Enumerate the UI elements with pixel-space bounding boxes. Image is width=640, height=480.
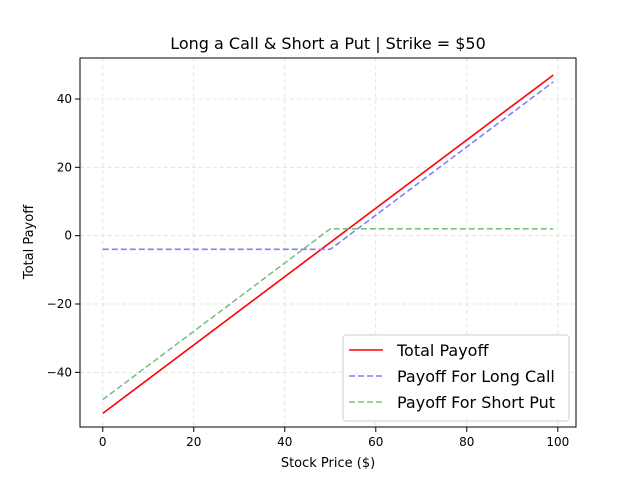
- x-tick-label: 40: [277, 435, 292, 449]
- x-axis-label: Stock Price ($): [281, 456, 375, 471]
- legend-label-2: Payoff For Long Call: [397, 367, 555, 386]
- legend: Total Payoff Payoff For Long Call Payoff F…: [342, 334, 570, 422]
- y-tick-label: −20: [47, 297, 72, 311]
- y-axis-label: Total Payoff: [22, 204, 37, 280]
- y-tick-label: −40: [47, 365, 72, 379]
- y-tick-label: 0: [64, 229, 72, 243]
- x-tick-label: 60: [368, 435, 383, 449]
- ticks: 0 20 40 60 80 100 −40 −20 0 20 40: [47, 92, 570, 449]
- plot-frame: [79, 57, 577, 428]
- x-tick-label: 20: [186, 435, 201, 449]
- series-line-2: [102, 81, 554, 251]
- series-line-1: [102, 74, 554, 414]
- legend-box: [342, 334, 570, 422]
- y-tick-label: 40: [57, 92, 72, 106]
- chart-title: Long a Call & Short a Put | Strike = $50: [170, 34, 486, 53]
- x-tick-label: 0: [99, 435, 107, 449]
- y-tick-label: 20: [57, 160, 72, 174]
- x-tick-label: 100: [546, 435, 569, 449]
- legend-label-1: Total Payoff: [396, 341, 489, 360]
- series-line-3: [102, 228, 554, 401]
- series-group: [102, 74, 554, 414]
- legend-label-3: Payoff For Short Put: [397, 393, 555, 412]
- x-tick-label: 80: [459, 435, 474, 449]
